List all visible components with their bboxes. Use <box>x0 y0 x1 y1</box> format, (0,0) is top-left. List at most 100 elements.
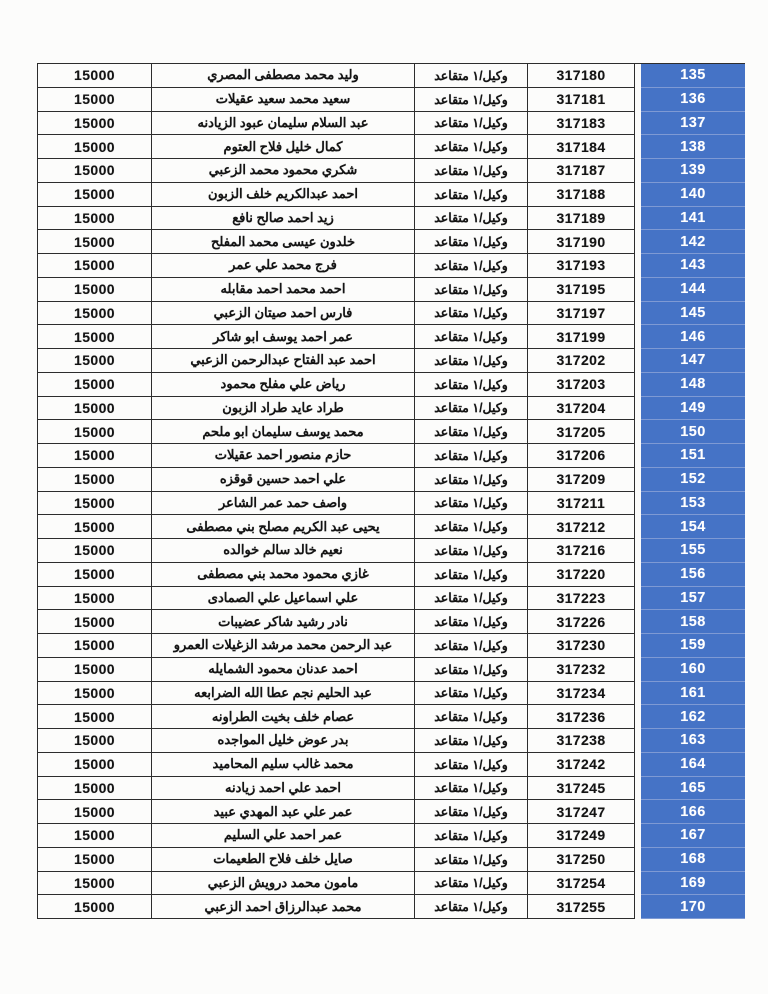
name-cell: كمال خليل فلاح العتوم <box>152 135 415 159</box>
table-row: 15000 احمد عدنان محمود الشمايله وكيل/١ م… <box>37 657 745 682</box>
registration-number-cell: 317195 <box>528 277 635 302</box>
amount-cell: 15000 <box>37 325 152 349</box>
table-row: 15000 سعيد محمد سعيد عقيلات وكيل/١ متقاع… <box>37 87 745 112</box>
name-cell: احمد عبدالكريم خلف الزبون <box>152 182 415 207</box>
amount-cell: 15000 <box>37 681 152 706</box>
name-cell: عمر احمد يوسف ابو شاكر <box>152 325 415 349</box>
table-row: 15000 محمد غالب سليم المحاميد وكيل/١ متق… <box>37 752 745 777</box>
table-row: 15000 حازم منصور احمد عقيلات وكيل/١ متقا… <box>37 444 745 468</box>
amount-cell: 15000 <box>37 111 152 136</box>
registration-number-cell: 317189 <box>528 206 635 231</box>
registration-number-cell: 317181 <box>528 87 635 112</box>
amount-cell: 15000 <box>37 277 152 302</box>
sequence-number-cell: 145 <box>641 301 745 326</box>
table-row: 15000 عبد الرحمن محمد مرشد الزغيلات العم… <box>37 634 745 658</box>
name-cell: علي احمد حسين قوقزه <box>152 467 415 492</box>
rank-cell: وكيل/١ متقاعد <box>415 800 528 824</box>
sequence-number-cell: 146 <box>641 325 745 349</box>
sequence-number-cell: 157 <box>641 586 745 611</box>
registration-number-cell: 317211 <box>528 491 635 516</box>
rank-cell: وكيل/١ متقاعد <box>415 586 528 611</box>
table-row: 15000 واصف حمد عمر الشاعر وكيل/١ متقاعد … <box>37 491 745 516</box>
registration-number-cell: 317223 <box>528 586 635 611</box>
sequence-number-cell: 143 <box>641 254 745 278</box>
rank-cell: وكيل/١ متقاعد <box>415 230 528 254</box>
name-cell: صايل خلف فلاح الطعيمات <box>152 847 415 872</box>
registration-number-cell: 317203 <box>528 372 635 397</box>
name-cell: احمد علي احمد زيادنه <box>152 776 415 801</box>
registration-number-cell: 317232 <box>528 657 635 682</box>
rank-cell: وكيل/١ متقاعد <box>415 515 528 539</box>
registration-number-cell: 317238 <box>528 729 635 753</box>
amount-cell: 15000 <box>37 467 152 492</box>
rank-cell: وكيل/١ متقاعد <box>415 871 528 896</box>
amount-cell: 15000 <box>37 800 152 824</box>
roster-table: 15000 وليد محمد مصطفى المصري وكيل/١ متقا… <box>37 63 745 919</box>
table-row: 15000 خلدون عيسى محمد المفلح وكيل/١ متقا… <box>37 230 745 254</box>
table-row: 15000 عمر احمد علي السليم وكيل/١ متقاعد … <box>37 824 745 848</box>
amount-cell: 15000 <box>37 420 152 444</box>
table-row: 15000 علي اسماعيل علي الصمادى وكيل/١ متق… <box>37 586 745 611</box>
registration-number-cell: 317226 <box>528 610 635 634</box>
rank-cell: وكيل/١ متقاعد <box>415 254 528 278</box>
rank-cell: وكيل/١ متقاعد <box>415 847 528 872</box>
sequence-number-cell: 156 <box>641 562 745 587</box>
sequence-number-cell: 170 <box>641 895 745 919</box>
amount-cell: 15000 <box>37 491 152 516</box>
rank-cell: وكيل/١ متقاعد <box>415 301 528 326</box>
table-row: 15000 بدر عوض خليل المواجده وكيل/١ متقاع… <box>37 729 745 753</box>
table-row: 15000 نادر رشيد شاكر عضيبات وكيل/١ متقاع… <box>37 610 745 634</box>
sequence-number-cell: 161 <box>641 681 745 706</box>
sequence-number-cell: 160 <box>641 657 745 682</box>
sequence-number-cell: 141 <box>641 206 745 231</box>
rank-cell: وكيل/١ متقاعد <box>415 444 528 468</box>
table-row: 15000 نعيم خالد سالم خوالده وكيل/١ متقاع… <box>37 539 745 563</box>
registration-number-cell: 317250 <box>528 847 635 872</box>
table-row: 15000 كمال خليل فلاح العتوم وكيل/١ متقاع… <box>37 135 745 159</box>
table-row: 15000 عمر علي عبد المهدي عبيد وكيل/١ متق… <box>37 800 745 824</box>
table-row: 15000 محمد عبدالرزاق احمد الزعبي وكيل/١ … <box>37 895 745 919</box>
rank-cell: وكيل/١ متقاعد <box>415 87 528 112</box>
registration-number-cell: 317234 <box>528 681 635 706</box>
sequence-number-cell: 147 <box>641 349 745 373</box>
name-cell: رياض علي مفلح محمود <box>152 372 415 397</box>
table-row: 15000 رياض علي مفلح محمود وكيل/١ متقاعد … <box>37 372 745 397</box>
registration-number-cell: 317242 <box>528 752 635 777</box>
name-cell: واصف حمد عمر الشاعر <box>152 491 415 516</box>
rank-cell: وكيل/١ متقاعد <box>415 895 528 919</box>
rank-cell: وكيل/١ متقاعد <box>415 824 528 848</box>
registration-number-cell: 317180 <box>528 64 635 88</box>
name-cell: خلدون عيسى محمد المفلح <box>152 230 415 254</box>
rank-cell: وكيل/١ متقاعد <box>415 705 528 729</box>
amount-cell: 15000 <box>37 562 152 587</box>
amount-cell: 15000 <box>37 87 152 112</box>
registration-number-cell: 317204 <box>528 396 635 421</box>
amount-cell: 15000 <box>37 254 152 278</box>
name-cell: احمد عدنان محمود الشمايله <box>152 657 415 682</box>
amount-cell: 15000 <box>37 135 152 159</box>
sequence-number-cell: 158 <box>641 610 745 634</box>
amount-cell: 15000 <box>37 824 152 848</box>
amount-cell: 15000 <box>37 586 152 611</box>
amount-cell: 15000 <box>37 752 152 777</box>
table-row: 15000 احمد محمد احمد مقابله وكيل/١ متقاع… <box>37 277 745 302</box>
amount-cell: 15000 <box>37 206 152 231</box>
rank-cell: وكيل/١ متقاعد <box>415 420 528 444</box>
sequence-number-cell: 142 <box>641 230 745 254</box>
rank-cell: وكيل/١ متقاعد <box>415 111 528 136</box>
registration-number-cell: 317249 <box>528 824 635 848</box>
table-row: 15000 شكري محمود محمد الزعبي وكيل/١ متقا… <box>37 159 745 183</box>
sequence-number-cell: 169 <box>641 871 745 896</box>
table-row: 15000 احمد عبد الفتاح عبدالرحمن الزعبي و… <box>37 349 745 373</box>
name-cell: عبد الحليم نجم عطا الله الضرابعه <box>152 681 415 706</box>
rank-cell: وكيل/١ متقاعد <box>415 64 528 88</box>
name-cell: نادر رشيد شاكر عضيبات <box>152 610 415 634</box>
table-row: 15000 يحيى عبد الكريم مصلح بني مصطفى وكي… <box>37 515 745 539</box>
table-row: 15000 عمر احمد يوسف ابو شاكر وكيل/١ متقا… <box>37 325 745 349</box>
rank-cell: وكيل/١ متقاعد <box>415 539 528 563</box>
rank-cell: وكيل/١ متقاعد <box>415 610 528 634</box>
table-row: 15000 طراد عايد طراد الزبون وكيل/١ متقاع… <box>37 396 745 421</box>
registration-number-cell: 317187 <box>528 159 635 183</box>
name-cell: بدر عوض خليل المواجده <box>152 729 415 753</box>
rank-cell: وكيل/١ متقاعد <box>415 396 528 421</box>
